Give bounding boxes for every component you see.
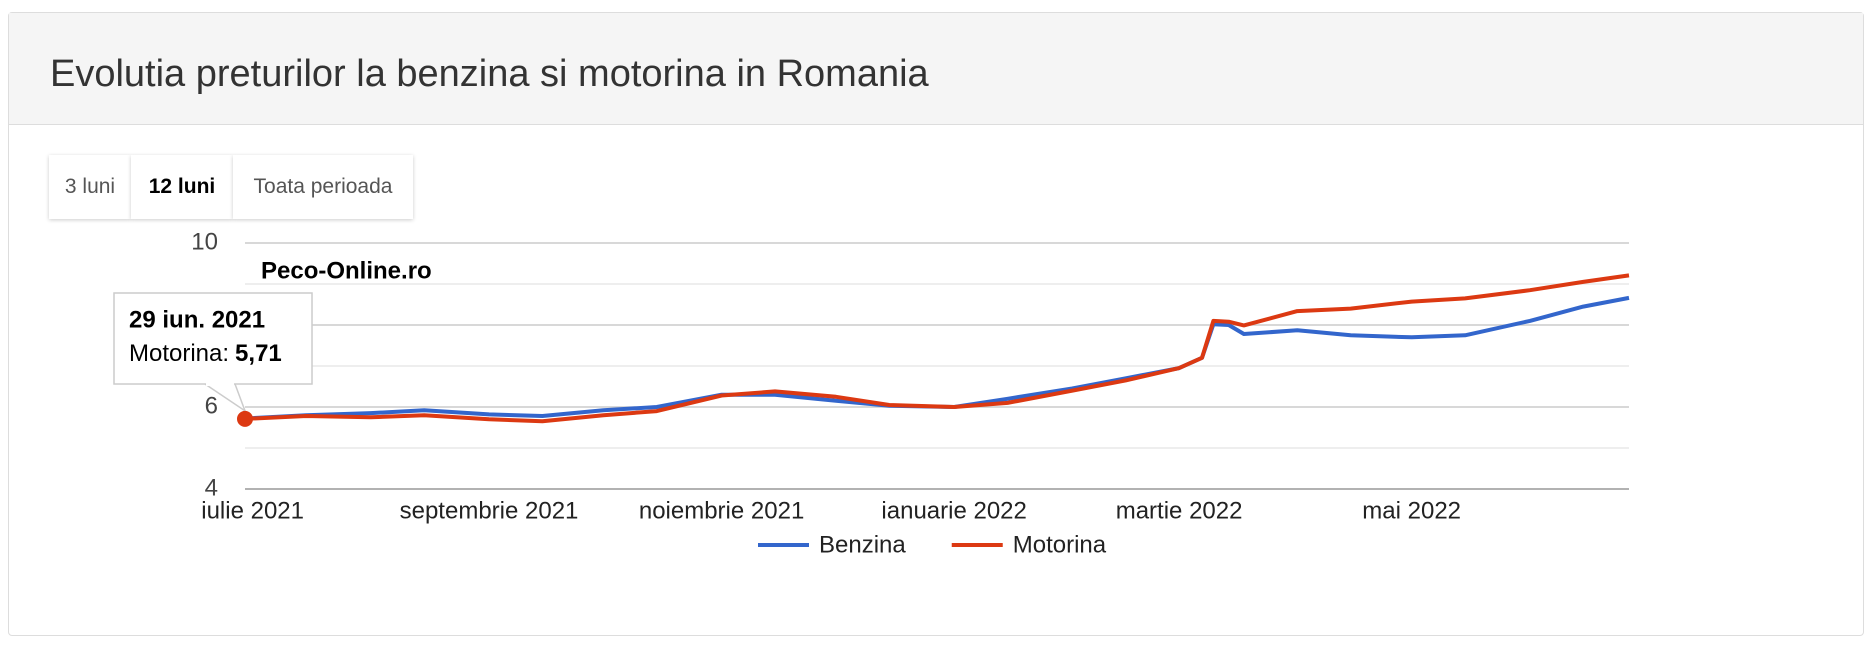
tooltip-number: 5,71 xyxy=(235,340,282,367)
tooltip-cover xyxy=(206,382,234,386)
tooltip-series: Motorina: xyxy=(129,340,229,367)
x-tick-label: noiembrie 2021 xyxy=(639,497,804,524)
legend-label: Benzina xyxy=(819,531,906,558)
y-tick-label: 6 xyxy=(205,392,218,419)
annotation: Peco-Online.ro xyxy=(261,257,432,284)
x-tick-label: septembrie 2021 xyxy=(400,497,579,524)
tooltip xyxy=(113,292,313,385)
highlight-point xyxy=(237,410,253,427)
range-button[interactable]: Toata perioada xyxy=(233,155,413,219)
x-tick-label: ianuarie 2022 xyxy=(881,497,1026,524)
x-tick-label: martie 2022 xyxy=(1116,497,1243,524)
range-button[interactable]: 3 luni xyxy=(49,155,131,219)
panel-header: Evolutia preturilor la benzina si motori… xyxy=(9,13,1863,125)
panel-title: Evolutia preturilor la benzina si motori… xyxy=(50,53,929,95)
panel: Evolutia preturilor la benzina si motori… xyxy=(8,12,1864,636)
series-line xyxy=(244,273,1630,424)
tooltip-date: 29 iun. 2021 xyxy=(129,306,265,333)
y-tick-label: 4 xyxy=(205,474,218,501)
series-line xyxy=(244,295,1630,421)
legend-label: Motorina xyxy=(1013,531,1107,558)
x-tick-label: mai 2022 xyxy=(1362,497,1461,524)
y-tick-label: 10 xyxy=(191,228,218,255)
range-button[interactable]: 12 luni xyxy=(131,155,233,219)
x-tick-label: iulie 2021 xyxy=(201,497,304,524)
tooltip-value: Motorina: 5,71 xyxy=(129,340,282,367)
